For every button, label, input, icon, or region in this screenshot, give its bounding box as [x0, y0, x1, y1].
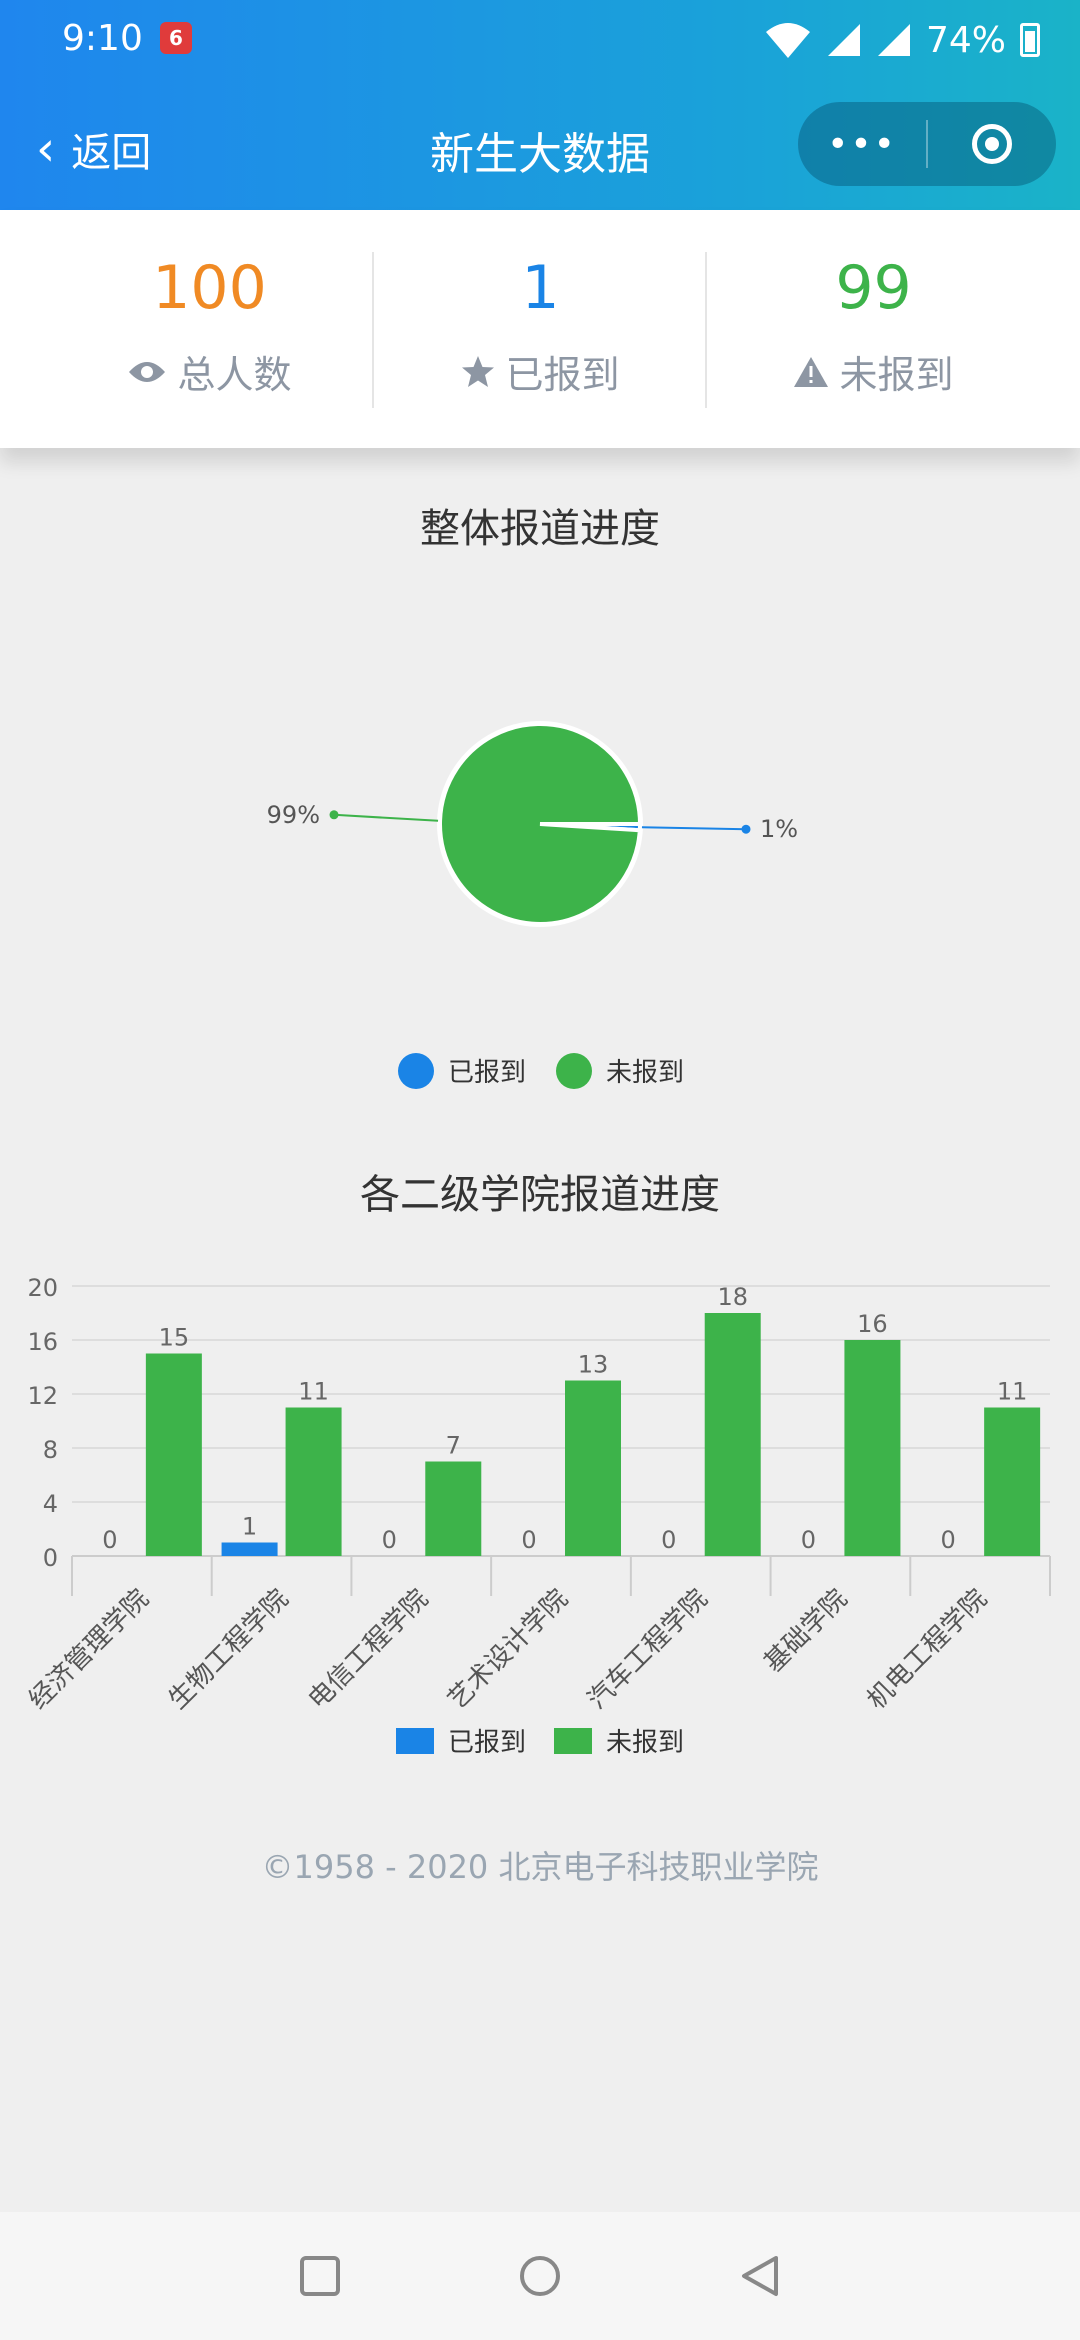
bar [565, 1380, 621, 1556]
stat-total-value: 100 [152, 253, 267, 323]
x-tick-label: 电信工程学院 [303, 1584, 435, 1710]
x-tick-label: 生物工程学院 [163, 1584, 295, 1710]
bar-chart-title: 各二级学院报道进度 [360, 1172, 720, 1218]
stat-checked-in: 1 已报到 [374, 210, 707, 448]
bar-data-label: 15 [159, 1324, 190, 1352]
bar-data-label: 0 [661, 1526, 676, 1554]
back-nav-button[interactable] [738, 2254, 782, 2298]
legend-label: 已报到 [448, 1728, 527, 1758]
back-button[interactable]: ‹ 返回 [36, 120, 151, 178]
legend-label: 未报到 [606, 1728, 685, 1758]
wifi-icon [765, 23, 810, 58]
bar-data-label: 13 [578, 1351, 609, 1379]
stat-total: 100 总人数 [43, 210, 376, 448]
x-tick-label: 艺术设计学院 [442, 1584, 574, 1710]
stat-total-label-row: 总人数 [43, 344, 376, 399]
back-label: 返回 [71, 130, 152, 176]
close-button[interactable] [928, 124, 1056, 164]
pie-leader-line [333, 813, 439, 822]
target-icon [972, 124, 1012, 164]
pie-chart: 1% 99% [267, 721, 798, 927]
bar-data-label: 0 [801, 1526, 816, 1554]
bar-data-label: 7 [446, 1432, 461, 1460]
stat-total-label: 总人数 [177, 353, 292, 397]
pie-leader-dot [741, 824, 751, 834]
bar [704, 1313, 761, 1556]
status-indicators: 74% [764, 18, 1040, 62]
nav-bar: ‹ 返回 新生大数据 ••• [0, 80, 1080, 210]
x-tick-label: 机电工程学院 [862, 1584, 994, 1710]
bar-chart: 048121620015经济管理学院111生物工程学院07电信工程学院013艺术… [23, 1274, 1051, 1710]
bar-data-label: 0 [941, 1526, 956, 1554]
y-tick-label: 4 [43, 1490, 58, 1518]
bar-data-label: 1 [242, 1513, 257, 1541]
stat-checked-in-label-row: 已报到 [374, 344, 707, 399]
pie-legend: 已报到 未报到 [398, 1052, 684, 1089]
home-button[interactable] [518, 2254, 562, 2298]
legend-swatch [396, 1727, 434, 1754]
bar-data-label: 18 [717, 1283, 748, 1311]
bar [145, 1353, 202, 1556]
pie-leader-dot [329, 810, 339, 820]
pie-slice [438, 722, 643, 926]
mini-program-capsule: ••• [798, 102, 1056, 186]
stat-divider [705, 252, 707, 408]
y-tick-label: 8 [43, 1436, 58, 1464]
x-tick-label: 汽车工程学院 [582, 1584, 714, 1710]
status-bar: 9:10 6 74% [0, 0, 1080, 80]
stats-card: 100 总人数 1 已报到 99 未报到 [0, 210, 1080, 448]
bar [844, 1340, 901, 1556]
bar-data-label: 0 [521, 1526, 536, 1554]
bar-data-label: 11 [298, 1378, 329, 1406]
y-tick-label: 16 [27, 1328, 58, 1356]
y-tick-label: 0 [43, 1544, 58, 1572]
recent-apps-button[interactable] [298, 2254, 342, 2298]
signal-icon [827, 24, 860, 56]
eye-icon [129, 361, 166, 382]
system-nav-bar [0, 2212, 1080, 2340]
bar-data-label: 0 [382, 1526, 397, 1554]
legend-swatch [398, 1052, 434, 1089]
stat-checked-in-value: 1 [521, 253, 560, 323]
legend-swatch [554, 1727, 593, 1754]
battery-percent: 74% [925, 19, 1006, 61]
pie-data-label: 1% [760, 815, 798, 843]
notification-app-icon: 6 [160, 22, 192, 54]
stat-divider [372, 252, 374, 408]
star-icon [462, 355, 495, 387]
stat-checked-in-label: 已报到 [505, 353, 620, 397]
y-tick-label: 20 [27, 1274, 58, 1302]
bar-legend: 已报到 未报到 [396, 1722, 684, 1759]
pie-data-label: 99% [267, 801, 320, 829]
status-time: 9:10 [62, 18, 143, 59]
bar-data-label: 16 [857, 1310, 888, 1338]
chevron-left-icon: ‹ [36, 121, 56, 177]
page-title: 新生大数据 [430, 129, 650, 180]
capsule-divider [926, 120, 928, 168]
stat-not-checked-in-label: 未报到 [839, 353, 954, 397]
bar [221, 1542, 278, 1556]
bar [984, 1407, 1041, 1556]
stat-not-checked-in: 99 未报到 [707, 210, 1040, 448]
stat-not-checked-in-value: 99 [835, 253, 912, 323]
legend-label: 未报到 [606, 1058, 685, 1088]
stat-not-checked-in-label-row: 未报到 [707, 344, 1040, 399]
y-tick-label: 12 [27, 1382, 58, 1410]
legend-swatch [556, 1052, 593, 1089]
signal-icon [877, 24, 910, 56]
battery-icon [1020, 23, 1040, 57]
x-tick-label: 经济管理学院 [23, 1584, 155, 1710]
bar [425, 1461, 482, 1556]
warning-icon [794, 356, 829, 387]
legend-label: 已报到 [448, 1058, 527, 1088]
bar-data-label: 11 [997, 1378, 1028, 1406]
bar [285, 1407, 342, 1556]
more-button[interactable]: ••• [827, 123, 897, 165]
bar-data-label: 0 [102, 1526, 117, 1554]
footer-copyright: ©1958 - 2020 北京电子科技职业学院 [261, 1848, 819, 1886]
x-tick-label: 基础学院 [759, 1584, 854, 1679]
pie-leader-line [641, 826, 747, 831]
pie-chart-title: 整体报道进度 [420, 506, 660, 552]
app-header: 9:10 6 74% ‹ 返回 新生大数据 ••• [0, 0, 1080, 210]
